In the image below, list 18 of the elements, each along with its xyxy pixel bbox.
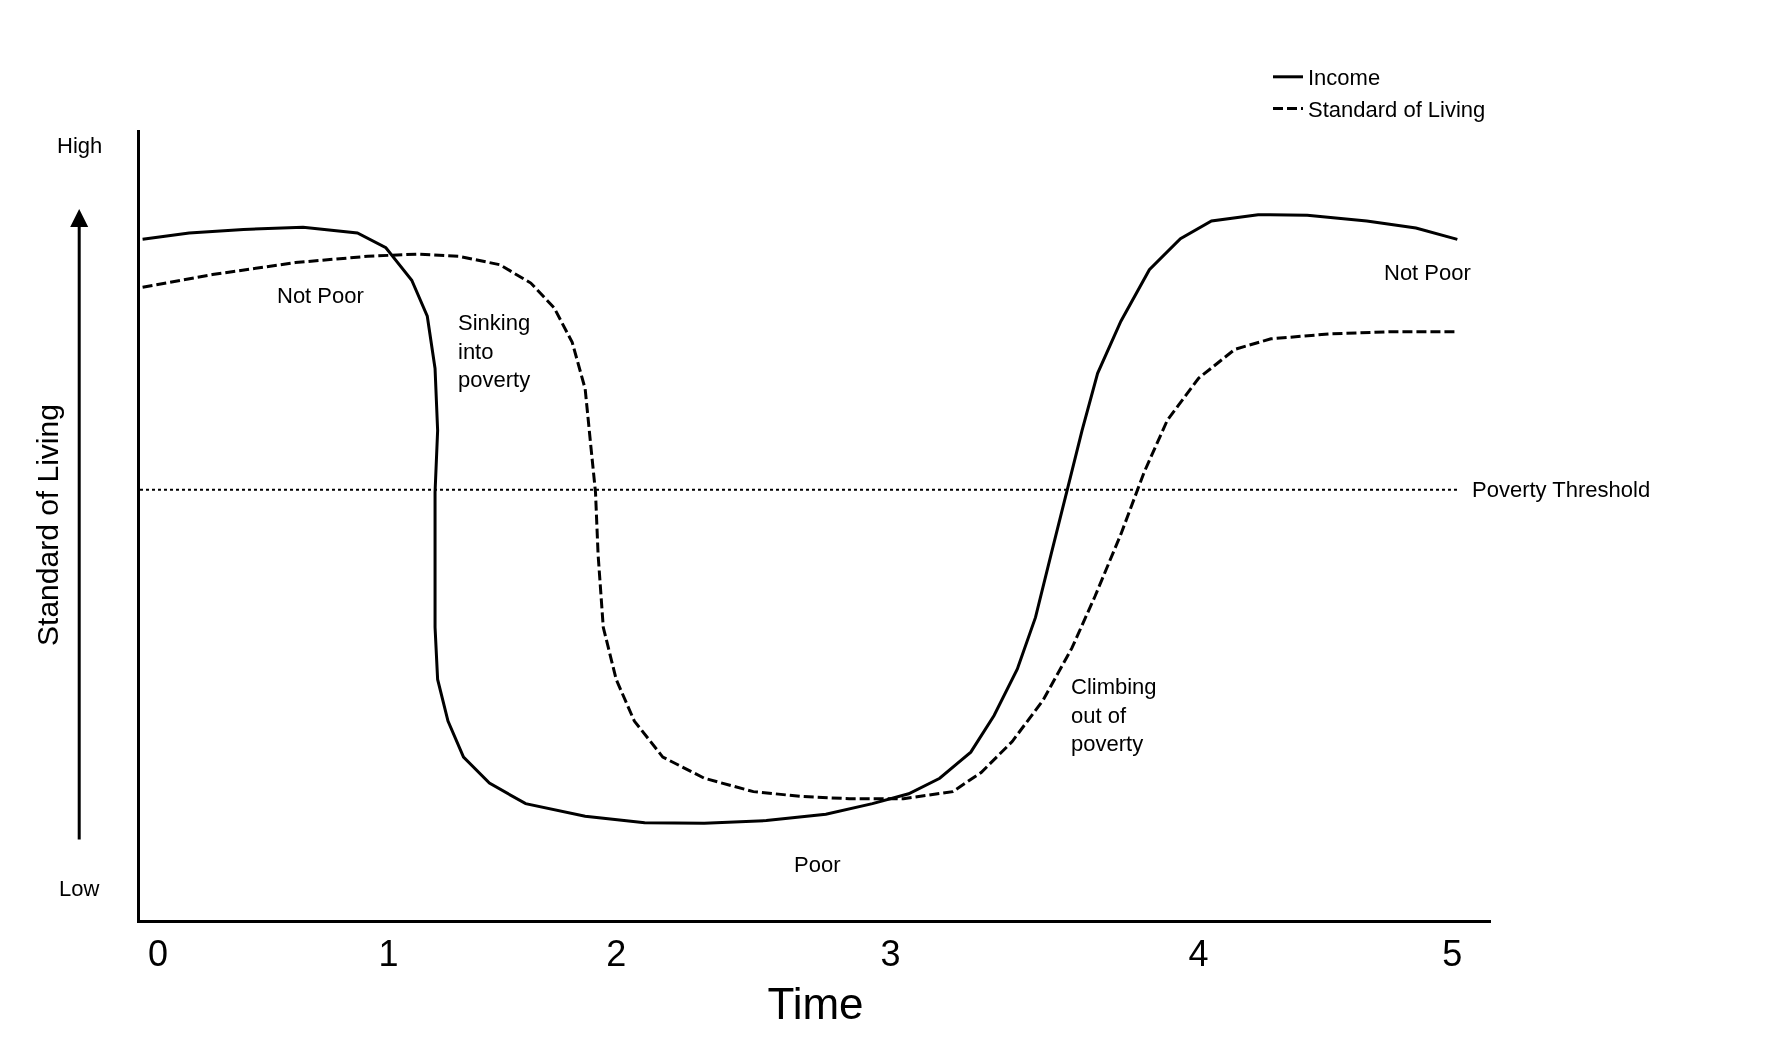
y-axis-title: Standard of Living: [31, 404, 64, 646]
legend-label: Standard of Living: [1308, 96, 1486, 122]
x-tick-label: 1: [378, 933, 399, 975]
x-tick-label: 0: [148, 933, 169, 975]
x-axis-title: Time: [767, 978, 864, 1028]
legend-label: Income: [1308, 65, 1381, 91]
annotation: Not Poor: [1384, 260, 1471, 285]
text: High: [57, 133, 103, 158]
annotation: Sinking into poverty: [458, 310, 531, 393]
annotation: Poor: [794, 852, 841, 877]
ref-line-label: Poverty Threshold: [1472, 477, 1651, 502]
x-tick-label: 4: [1188, 933, 1209, 975]
annotation: Not Poor: [277, 283, 364, 308]
text: Low: [59, 876, 100, 901]
x-tick-label: 3: [880, 933, 901, 975]
x-tick-label: 5: [1442, 933, 1463, 975]
x-tick-label: 2: [606, 933, 627, 975]
annotation: Climbing out of poverty: [1071, 674, 1157, 757]
